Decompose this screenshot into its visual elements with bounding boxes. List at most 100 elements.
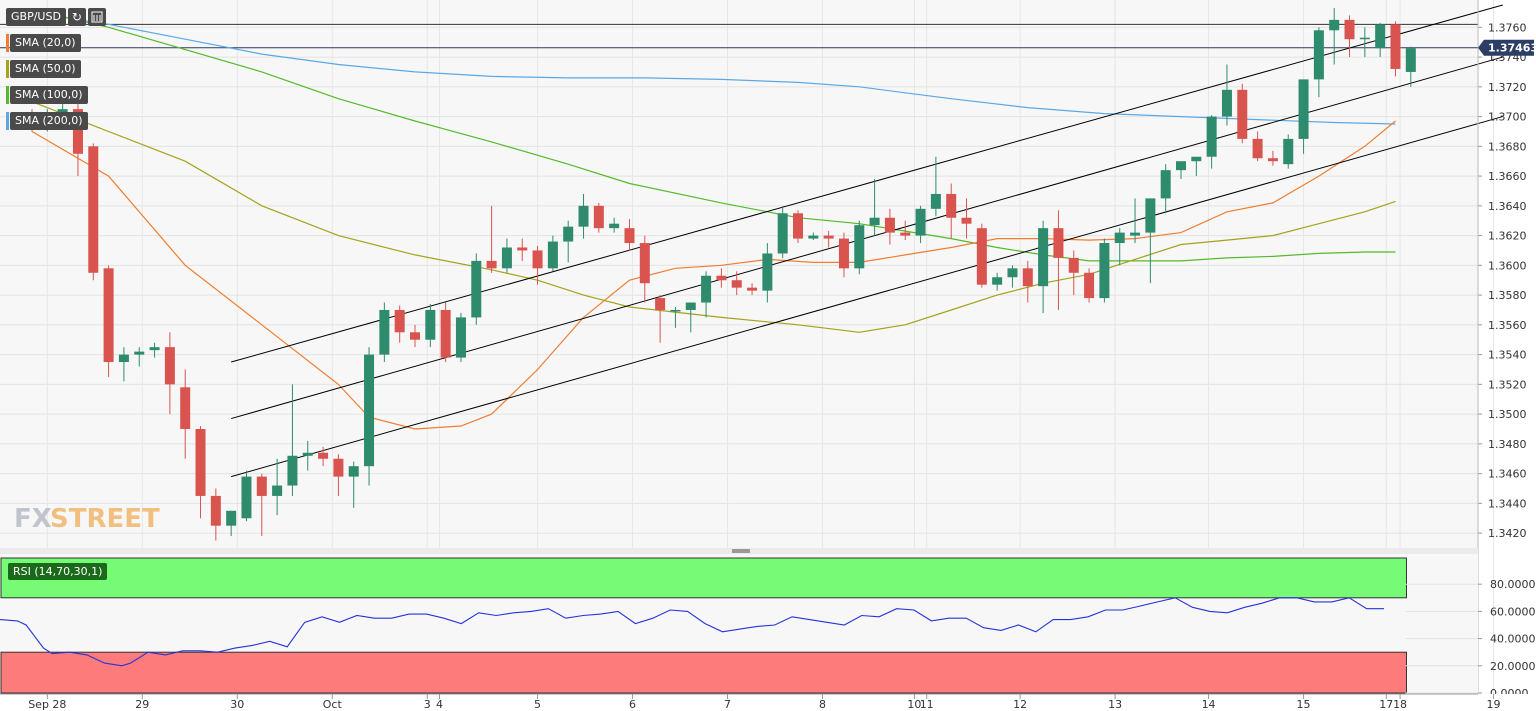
- candle-body: [1405, 48, 1416, 72]
- candle-body: [1130, 232, 1141, 236]
- price-tick-label: 1.3600: [1488, 259, 1527, 272]
- candle: [1007, 265, 1018, 288]
- candle-body: [639, 243, 650, 284]
- candle: [1237, 83, 1248, 144]
- candle-body: [1038, 228, 1049, 287]
- candle: [241, 470, 252, 522]
- candle-body: [348, 466, 359, 477]
- price-tick-label: 1.3700: [1488, 111, 1527, 124]
- candle-body: [900, 232, 911, 236]
- candle: [1084, 268, 1095, 303]
- candle: [593, 202, 604, 233]
- candle: [1099, 238, 1110, 303]
- trend-channel: [231, 4, 1503, 478]
- rsi-tick-label: 60.0000: [1490, 605, 1536, 618]
- candle: [762, 243, 773, 303]
- candle: [793, 210, 803, 244]
- channel-line: [231, 4, 1503, 363]
- rsi-legend-label[interactable]: RSI (14,70,30,1): [8, 563, 108, 580]
- sma100-label[interactable]: SMA (100,0): [10, 86, 88, 104]
- candle-body: [869, 217, 880, 226]
- legend-sma20[interactable]: SMA (20,0): [6, 34, 81, 52]
- candle: [486, 205, 497, 273]
- time-axis-background: [0, 694, 1536, 711]
- legend-sma200[interactable]: SMA (200,0): [6, 112, 88, 130]
- sma100-line: [31, 8, 1396, 262]
- candle: [961, 198, 972, 239]
- candle-body: [1114, 232, 1125, 244]
- time-tick-label: Sep 28: [28, 698, 66, 711]
- price-tick-label: 1.3660: [1488, 170, 1527, 183]
- legend-sma50[interactable]: SMA (50,0): [6, 60, 81, 78]
- candle-body: [501, 247, 512, 269]
- sma200-line: [31, 11, 1396, 125]
- current-price-badge: [1478, 39, 1534, 56]
- candle-body: [364, 354, 375, 467]
- sma100-swatch: [6, 86, 9, 104]
- candle-body: [884, 217, 895, 233]
- current-price-label: 1.37463: [1488, 42, 1536, 55]
- candle: [1130, 198, 1141, 244]
- rsi-line: [0, 597, 1384, 667]
- symbol-label[interactable]: GBP/USD: [6, 8, 66, 26]
- candle: [302, 440, 313, 471]
- candle-body: [1007, 268, 1018, 278]
- candle: [976, 223, 987, 288]
- candlesticks: [27, 7, 1416, 541]
- candle-body: [1375, 24, 1386, 49]
- candle-body: [547, 241, 558, 269]
- candle-body: [471, 260, 482, 318]
- candle: [1267, 150, 1278, 166]
- price-tick-label: 1.3440: [1488, 497, 1527, 510]
- sma50-line: [31, 101, 1396, 333]
- candle-body: [1206, 116, 1217, 157]
- candle-body: [1221, 89, 1232, 117]
- candle-body: [256, 476, 267, 496]
- refresh-icon[interactable]: ↻: [67, 8, 86, 26]
- candle-body: [1053, 228, 1064, 258]
- candle: [655, 295, 666, 343]
- candle: [1176, 161, 1186, 180]
- candle-body: [777, 213, 788, 254]
- legend-sma100[interactable]: SMA (100,0): [6, 86, 88, 104]
- time-tick-label: 12: [1013, 698, 1027, 711]
- candle-body: [394, 309, 405, 333]
- price-tick-label: 1.3420: [1488, 527, 1527, 540]
- rsi-overbought-zone: [0, 557, 1407, 599]
- candle: [685, 302, 696, 333]
- candle-body: [1252, 138, 1263, 159]
- time-tick-label: 17: [1379, 698, 1393, 711]
- candle-body: [103, 268, 114, 363]
- candle: [946, 183, 957, 239]
- candle-body: [210, 495, 221, 526]
- candle-body: [976, 228, 987, 285]
- candle: [731, 271, 742, 296]
- chart-settings-icon[interactable]: [87, 8, 106, 26]
- sma20-label[interactable]: SMA (20,0): [10, 34, 81, 52]
- candle-body: [1099, 243, 1110, 299]
- candle: [134, 347, 145, 367]
- candle-body: [685, 302, 696, 310]
- candle-body: [624, 228, 635, 244]
- candle: [287, 384, 298, 496]
- candle-body: [425, 309, 436, 340]
- sma50-label[interactable]: SMA (50,0): [10, 60, 81, 78]
- candle-body: [930, 193, 941, 209]
- pane-resize-handle[interactable]: [732, 549, 750, 553]
- candle-body: [226, 510, 237, 526]
- time-tick-label: 29: [135, 698, 149, 711]
- candle: [670, 306, 681, 328]
- time-tick-label: 3: [424, 698, 431, 711]
- sma200-label[interactable]: SMA (200,0): [10, 112, 88, 130]
- candle: [501, 238, 512, 273]
- rsi-tick-label: 80.0000: [1490, 578, 1536, 591]
- candle-body: [410, 332, 420, 340]
- price-axis: 1.37601.37401.37201.37001.36801.36601.36…: [1477, 0, 1536, 694]
- symbol-row: GBP/USD ↻: [6, 8, 106, 26]
- candle: [256, 473, 267, 537]
- rsi-tick-label: 40.0000: [1490, 633, 1536, 646]
- price-tick-label: 1.3500: [1488, 408, 1527, 421]
- candle: [118, 347, 129, 382]
